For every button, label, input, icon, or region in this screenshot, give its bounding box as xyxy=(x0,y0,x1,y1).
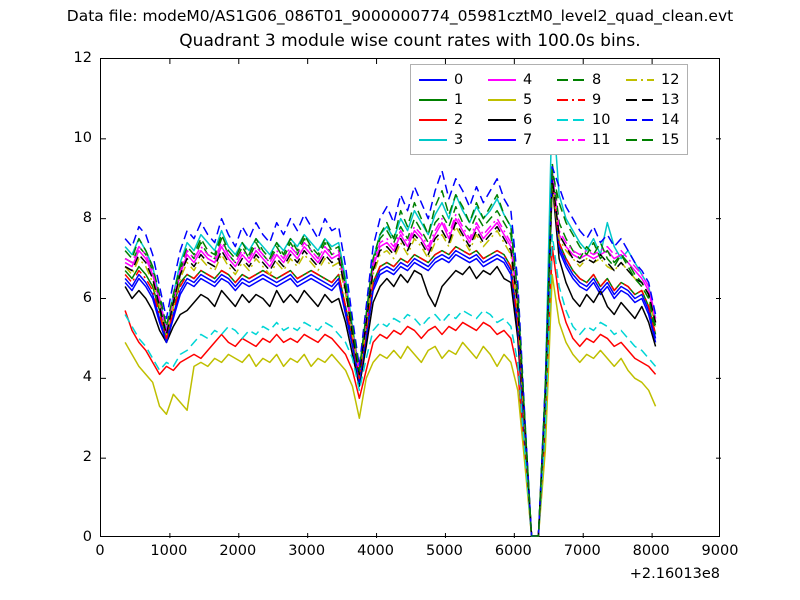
series-line-3 xyxy=(124,98,657,537)
legend-swatch-11 xyxy=(556,134,586,146)
legend-swatch-0 xyxy=(418,74,448,86)
x-tick-label: 8000 xyxy=(632,543,670,559)
legend-entry-6[interactable]: 6 xyxy=(487,110,542,129)
legend-swatch-6 xyxy=(487,114,517,126)
y-tick-label: 10 xyxy=(73,129,92,146)
series-line-13 xyxy=(124,178,657,537)
legend-swatch-3 xyxy=(418,134,448,146)
legend-label-10: 10 xyxy=(592,111,611,128)
plot-lines xyxy=(101,59,721,538)
chart-title: Quadrant 3 module wise count rates with … xyxy=(179,31,641,51)
axis-ticks xyxy=(101,59,721,538)
legend-label-6: 6 xyxy=(523,111,533,128)
legend-entry-8[interactable]: 8 xyxy=(556,70,611,89)
legend-swatch-13 xyxy=(625,94,655,106)
series-line-4 xyxy=(124,178,657,537)
x-axis-offset-label: +2.16013e8 xyxy=(629,566,720,582)
legend-entry-7[interactable]: 7 xyxy=(487,130,542,149)
legend-swatch-9 xyxy=(556,94,586,106)
series-line-9 xyxy=(124,178,657,537)
legend-entry-13[interactable]: 13 xyxy=(625,90,680,109)
legend-entry-15[interactable]: 15 xyxy=(625,130,680,149)
legend-swatch-10 xyxy=(556,114,586,126)
x-tick-label: 4000 xyxy=(357,543,394,559)
legend-label-11: 11 xyxy=(592,131,611,148)
legend-entry-0[interactable]: 0 xyxy=(418,70,473,89)
series-line-8 xyxy=(124,162,657,537)
y-tick-label: 2 xyxy=(82,449,92,466)
legend-label-4: 4 xyxy=(523,71,533,88)
legend-entry-3[interactable]: 3 xyxy=(418,130,473,149)
x-tick-label: 5000 xyxy=(425,543,463,559)
legend-swatch-8 xyxy=(556,74,586,86)
legend-label-12: 12 xyxy=(661,71,680,88)
legend-entry-2[interactable]: 2 xyxy=(418,110,473,129)
legend-label-1: 1 xyxy=(454,91,464,108)
x-tick-label: 3000 xyxy=(288,543,326,559)
series-line-2 xyxy=(124,245,657,537)
series-line-15 xyxy=(124,170,657,537)
legend-entry-5[interactable]: 5 xyxy=(487,90,542,109)
legend-entry-10[interactable]: 10 xyxy=(556,110,611,129)
x-tick-label: 1000 xyxy=(150,543,188,559)
legend-entry-14[interactable]: 14 xyxy=(625,110,680,129)
legend-label-8: 8 xyxy=(592,71,602,88)
legend-swatch-7 xyxy=(487,134,517,146)
legend-grid: 0 1 2 3 4 5 6 7 8 9 10 11 12 13 14 15 xyxy=(418,70,680,149)
legend-label-7: 7 xyxy=(523,131,533,148)
legend-entry-12[interactable]: 12 xyxy=(625,70,680,89)
legend-swatch-5 xyxy=(487,94,517,106)
legend-label-3: 3 xyxy=(454,131,464,148)
x-tick-label: 7000 xyxy=(563,543,601,559)
legend-label-13: 13 xyxy=(661,91,680,108)
series-line-6 xyxy=(124,181,657,537)
legend-label-14: 14 xyxy=(661,111,680,128)
x-tick-label: 2000 xyxy=(219,543,257,559)
legend-swatch-12 xyxy=(625,74,655,86)
legend-entry-1[interactable]: 1 xyxy=(418,90,473,109)
y-tick-label: 0 xyxy=(82,529,92,545)
legend-label-9: 9 xyxy=(592,91,602,108)
legend-entry-4[interactable]: 4 xyxy=(487,70,542,89)
legend-swatch-1 xyxy=(418,94,448,106)
legend-label-5: 5 xyxy=(523,91,533,108)
y-tick-label: 4 xyxy=(82,369,92,386)
x-tick-label: 6000 xyxy=(494,543,532,559)
data-file-suptitle: Data file: modeM0/AS1G06_086T01_90000007… xyxy=(66,7,734,25)
series-line-10 xyxy=(124,233,657,537)
y-tick-label: 12 xyxy=(73,50,92,66)
legend-swatch-15 xyxy=(625,134,655,146)
y-axis-tick-labels: 0 2 4 6 8 10 12 xyxy=(48,51,92,545)
x-tick-label: 0 xyxy=(95,543,105,559)
legend-label-2: 2 xyxy=(454,111,464,128)
legend-label-15: 15 xyxy=(661,131,680,148)
x-tick-label: 9000 xyxy=(701,543,739,559)
legend-swatch-2 xyxy=(418,114,448,126)
series-line-5 xyxy=(124,273,657,537)
series-line-7 xyxy=(124,174,657,537)
x-axis-tick-labels: 0 1000 2000 3000 4000 5000 6000 7000 8000 9000 xyxy=(95,543,738,567)
series-line-0 xyxy=(124,174,657,537)
legend-label-0: 0 xyxy=(454,71,464,88)
legend[interactable]: 0 1 2 3 4 5 6 7 8 9 10 11 12 13 14 15 xyxy=(410,64,688,155)
legend-entry-9[interactable]: 9 xyxy=(556,90,611,109)
legend-entry-11[interactable]: 11 xyxy=(556,130,611,149)
legend-swatch-14 xyxy=(625,114,655,126)
series-line-12 xyxy=(124,181,657,537)
series-line-14 xyxy=(124,166,657,537)
y-tick-label: 6 xyxy=(82,289,92,306)
legend-swatch-4 xyxy=(487,74,517,86)
y-tick-label: 8 xyxy=(82,209,92,226)
